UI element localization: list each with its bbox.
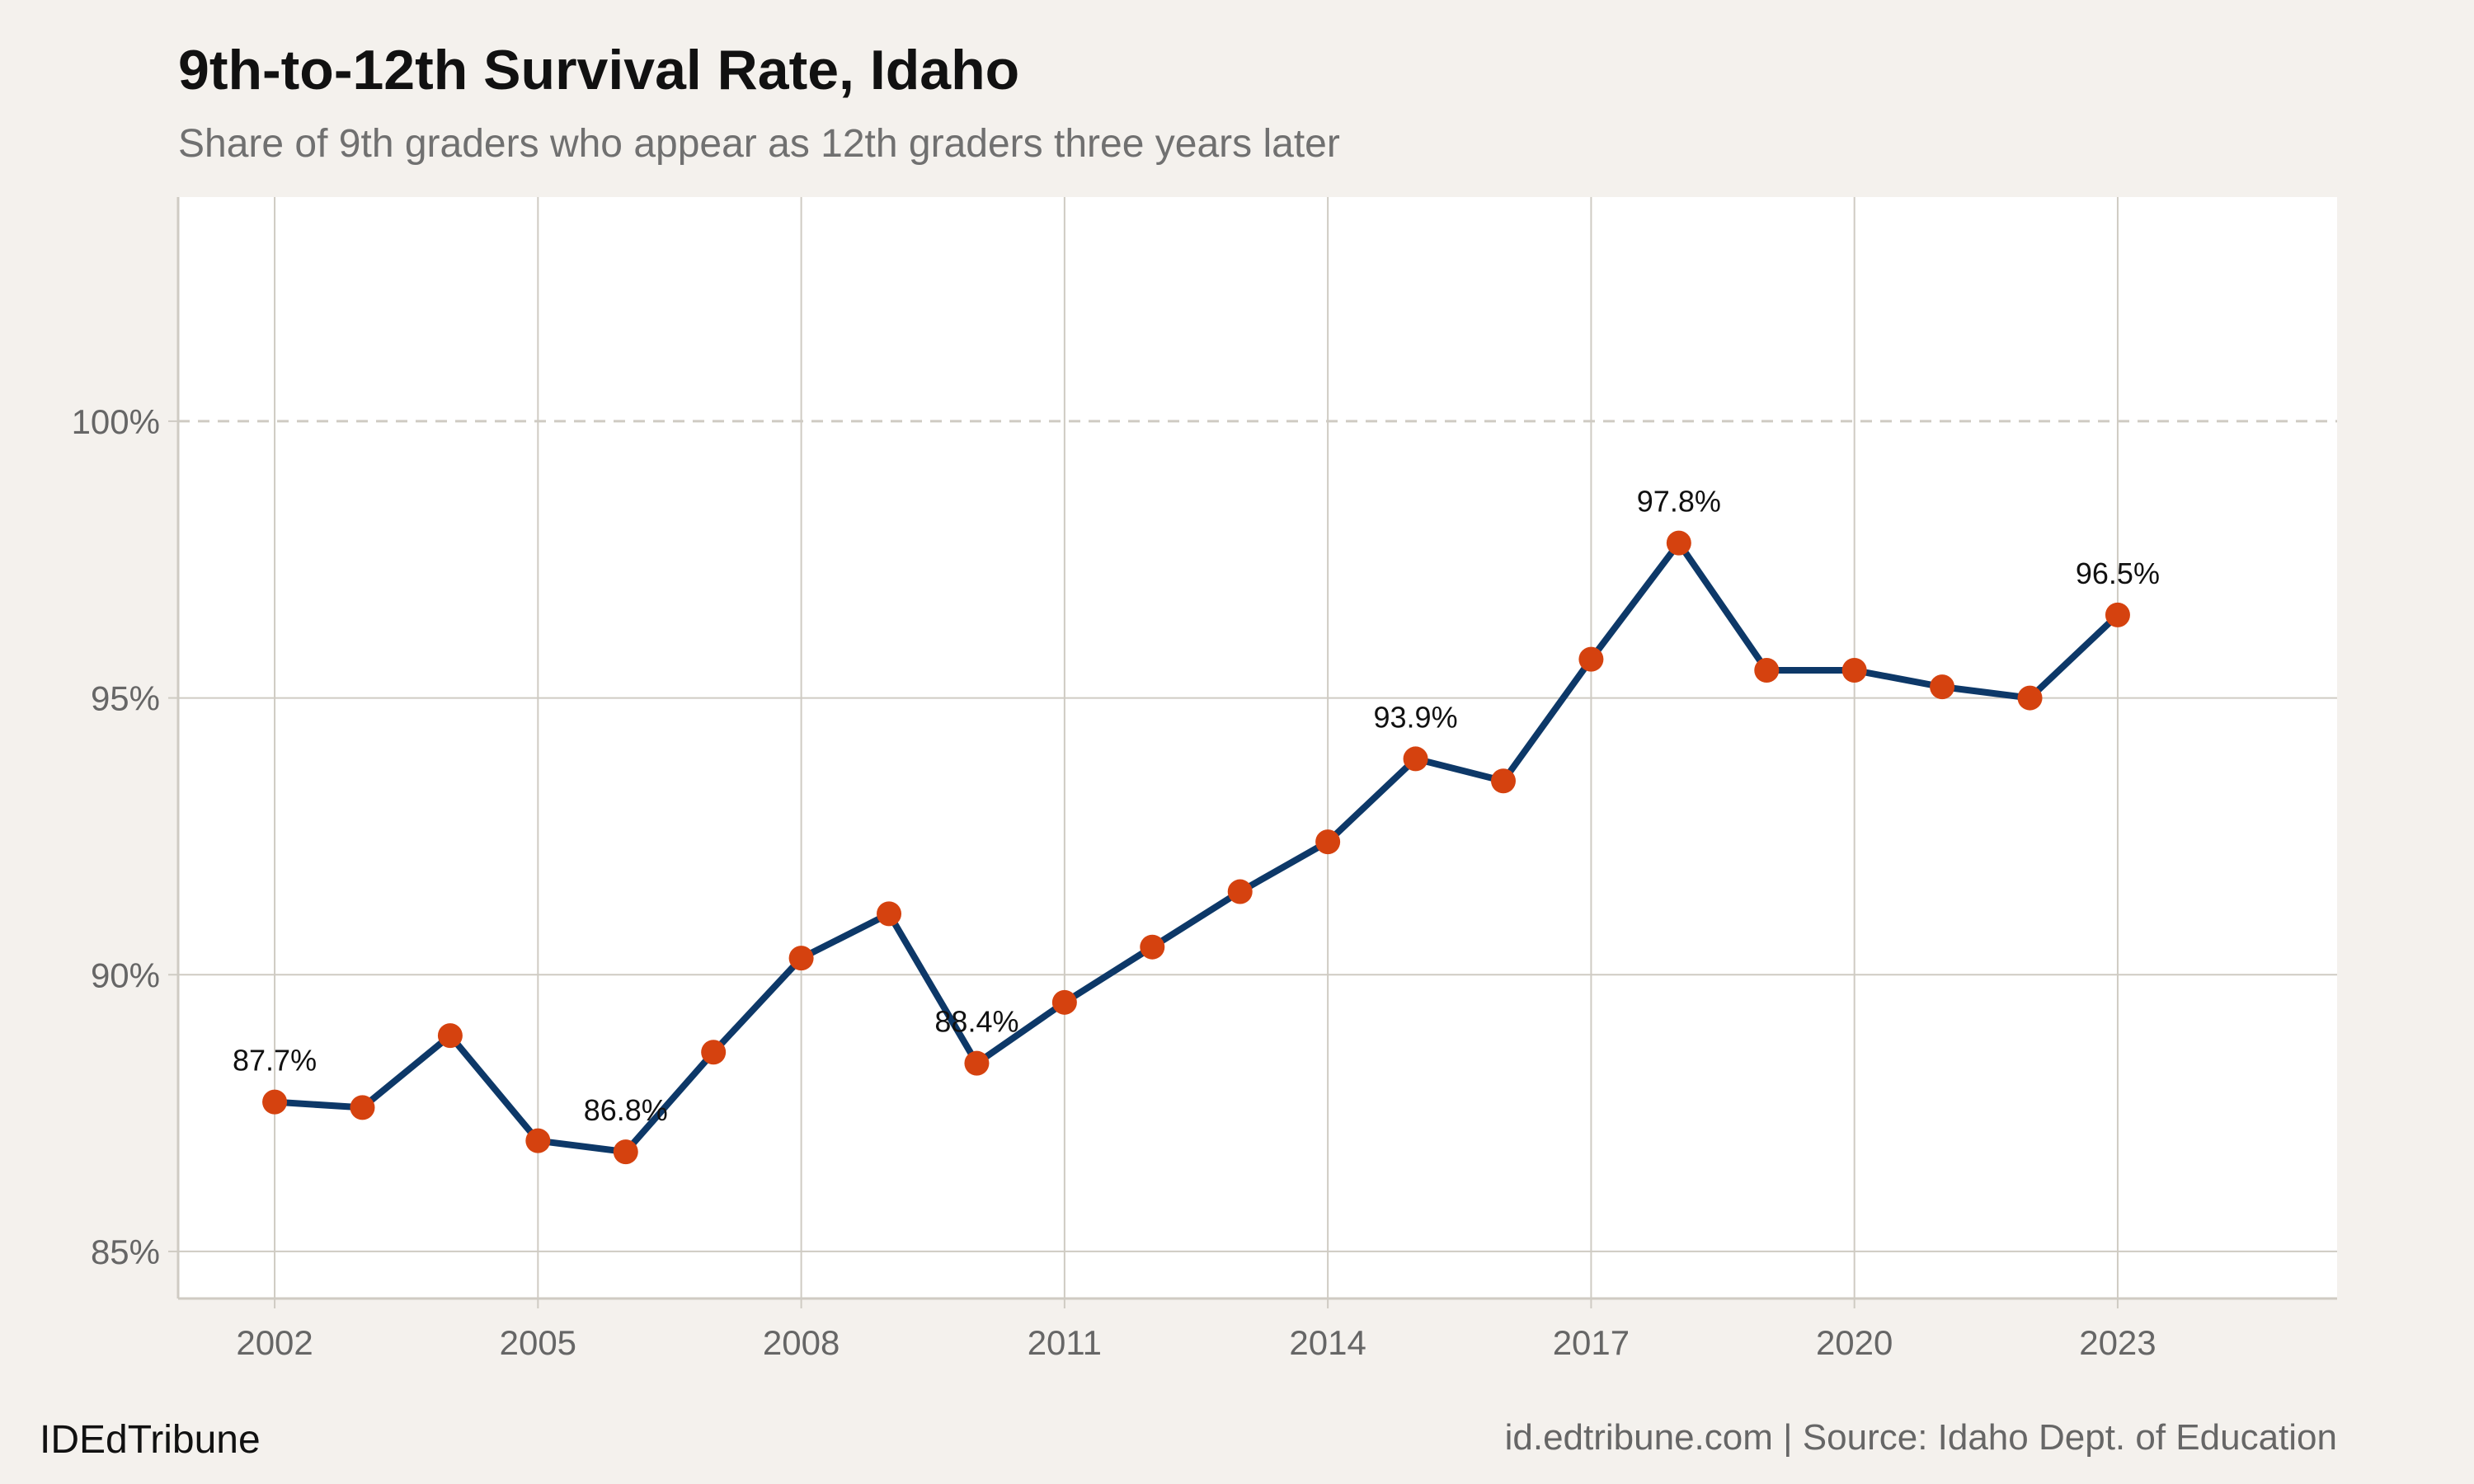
data-point-2019 [1754, 658, 1780, 683]
chart-subtitle: Share of 9th graders who appear as 12th … [178, 122, 1340, 166]
axes: 2002 2005 2008 2011 2014 2017 2020 2023 85% 90% 95… [72, 197, 2337, 1362]
y-tick-label: 90% [91, 956, 160, 994]
x-tick-label: 2008 [763, 1323, 840, 1362]
x-tick-label: 2023 [2079, 1323, 2156, 1362]
x-tick-label: 2014 [1289, 1323, 1366, 1362]
gridlines [178, 197, 2337, 1298]
data-point-2015 [1403, 746, 1428, 772]
x-tick-label: 2017 [1553, 1323, 1630, 1362]
data-point-2021 [1930, 674, 1955, 700]
data-label-2006: 86.8% [584, 1093, 668, 1127]
data-point-2012 [1140, 934, 1165, 960]
data-point-2004 [437, 1023, 463, 1049]
x-tick-label: 2002 [236, 1323, 313, 1362]
data-point-2003 [350, 1095, 375, 1120]
y-tick-label: 85% [91, 1233, 160, 1271]
data-point-2014 [1315, 829, 1341, 855]
data-point-2007 [701, 1040, 727, 1065]
x-tick-label: 2020 [1816, 1323, 1893, 1362]
y-tick-label: 95% [91, 679, 160, 718]
plot-panel [178, 197, 2337, 1298]
data-label-2018: 97.8% [1637, 485, 1721, 519]
x-tick-label: 2005 [500, 1323, 576, 1362]
data-point-2022 [2017, 685, 2043, 711]
data-label-2002: 87.7% [233, 1044, 317, 1078]
series-line [262, 530, 2130, 1165]
data-point-2009 [877, 901, 902, 927]
data-point-2023 [2105, 602, 2130, 627]
x-tick-label: 2011 [1028, 1323, 1102, 1362]
data-point-2016 [1490, 768, 1516, 794]
source-note: id.edtribune.com | Source: Idaho Dept. o… [1505, 1417, 2337, 1458]
chart-title: 9th-to-12th Survival Rate, Idaho [178, 39, 1019, 101]
brand-name: IDEdTribune [40, 1418, 261, 1462]
data-point-2005 [525, 1128, 551, 1153]
data-label-2010: 88.4% [934, 1005, 1018, 1039]
data-point-2020 [1841, 658, 1867, 683]
data-point-2011 [1051, 989, 1077, 1015]
data-label-2015: 93.9% [1374, 700, 1458, 734]
data-point-2018 [1666, 530, 1691, 556]
y-tick-label: 100% [72, 402, 160, 441]
series-line-path [274, 539, 2120, 1156]
data-point-2017 [1578, 646, 1604, 672]
data-label-2023: 96.5% [2076, 556, 2160, 590]
data-labels: 87.7% 86.8% 88.4% 93.9% 97.8% 96.5% [233, 485, 2160, 1127]
data-point-2002 [262, 1089, 288, 1115]
data-point-2006 [613, 1139, 638, 1165]
data-point-2013 [1227, 879, 1253, 904]
data-point-2008 [788, 946, 814, 971]
data-point-2010 [964, 1050, 990, 1076]
